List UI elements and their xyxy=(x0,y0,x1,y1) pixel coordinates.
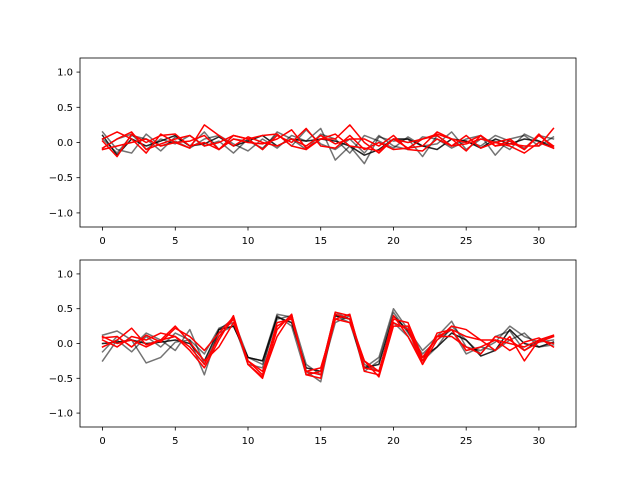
y-tick-label: −0.5 xyxy=(49,173,73,184)
y-tick-label: −1.0 xyxy=(49,409,73,420)
y-tick-label: 1.0 xyxy=(57,269,73,280)
series-line-7 xyxy=(101,124,555,154)
y-tick-label: 0.0 xyxy=(57,339,73,350)
x-tick-label: 30 xyxy=(533,436,546,447)
y-tick-label: 0.5 xyxy=(57,304,73,315)
x-tick-label: 15 xyxy=(314,236,327,247)
x-tick-label: 25 xyxy=(460,236,473,247)
x-tick-label: 20 xyxy=(387,236,400,247)
y-tick-label: −0.5 xyxy=(49,374,73,385)
x-tick-label: 25 xyxy=(460,436,473,447)
y-tick-label: −1.0 xyxy=(49,208,73,219)
series-group xyxy=(101,124,555,165)
x-tick-label: 10 xyxy=(242,436,255,447)
series-line-6 xyxy=(101,127,555,151)
subplot-top: 0 5 10 15 20 25 30 −1.0 −0.5 0.0 0.5 1.0 xyxy=(49,57,577,247)
x-tick-label: 20 xyxy=(387,436,400,447)
y-tick-label: 1.0 xyxy=(57,68,73,79)
subplot-bottom: 0 5 10 15 20 25 30 −1.0 −0.5 0.0 0.5 1.0 xyxy=(49,259,577,447)
series-group xyxy=(101,307,555,383)
x-tick-label: 5 xyxy=(172,436,178,447)
x-tick-label: 0 xyxy=(99,436,105,447)
y-tick-label: 0.5 xyxy=(57,103,73,114)
series-line-8 xyxy=(101,313,555,373)
x-tick-label: 0 xyxy=(99,236,105,247)
series-line-8 xyxy=(101,127,555,152)
x-tick-label: 15 xyxy=(314,436,327,447)
x-tick-label: 30 xyxy=(533,236,546,247)
x-tick-label: 5 xyxy=(172,236,178,247)
y-tick-label: 0.0 xyxy=(57,138,73,149)
x-tick-label: 10 xyxy=(242,236,255,247)
